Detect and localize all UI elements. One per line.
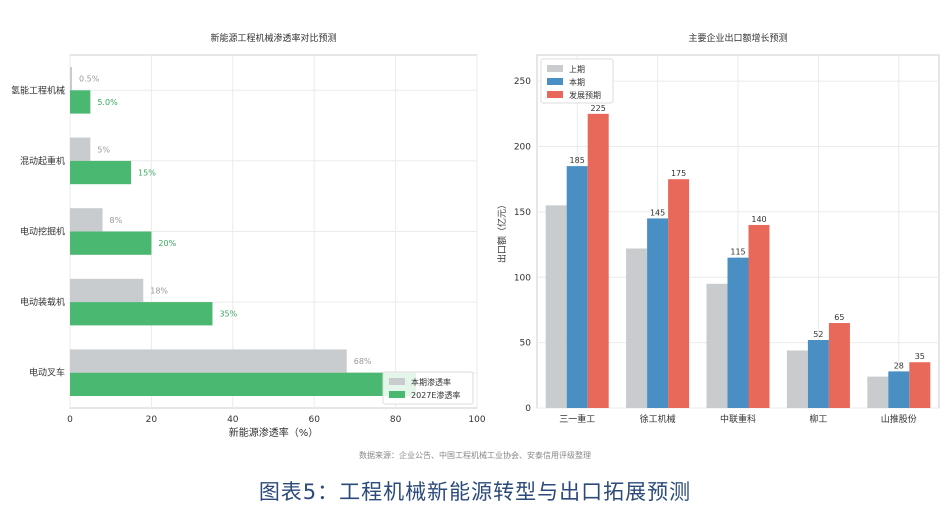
right-bar-data-label: 52 [813, 330, 823, 339]
left-bar-data-label: 68% [354, 357, 372, 366]
source-note: 数据来源：企业公告、中国工程机械工业协会、安泰信用评级整理 [359, 451, 591, 460]
left-x-tick-label: 100 [468, 415, 485, 425]
left-bar-forecast [70, 302, 213, 326]
left-category-label: 氢能工程机械 [11, 84, 65, 96]
right-bar-forecast [748, 224, 770, 408]
left-x-tick-label: 60 [308, 415, 320, 425]
left-x-axis-label: 新能源渗透率（%） [229, 426, 319, 439]
right-bar-forecast [587, 113, 609, 408]
left-legend-swatch [389, 391, 405, 398]
right-y-axis-label: 出口额（亿元） [496, 200, 508, 263]
right-bar-data-label: 140 [751, 215, 766, 224]
right-bar-data-label: 28 [894, 361, 904, 370]
right-bar-current [647, 218, 669, 408]
left-bar-forecast [70, 231, 152, 255]
right-bar-data-label: 115 [730, 248, 745, 257]
right-bar-current [727, 257, 749, 408]
right-bar-previous [786, 350, 808, 408]
right-category-label: 三一重工 [559, 413, 595, 425]
left-bar-forecast [70, 160, 132, 185]
right-legend-swatch [547, 65, 563, 72]
right-category-label: 中联重科 [720, 413, 756, 425]
left-bar-current [70, 137, 91, 161]
left-x-tick-label: 20 [146, 415, 158, 425]
left-bar-forecast [70, 90, 91, 114]
right-legend-label: 本期 [569, 77, 585, 87]
right-bar-forecast [828, 323, 850, 408]
left-bar-data-label: 5.0% [97, 98, 118, 107]
left-bar-data-label: 35% [219, 310, 237, 319]
right-y-tick-label: 150 [514, 208, 531, 218]
figure-caption: 图表5：工程机械新能源转型与出口拓展预测 [258, 480, 692, 504]
right-legend-label: 上期 [569, 65, 585, 74]
right-legend-label: 发展预期 [569, 90, 601, 100]
right-category-label: 徐工机械 [640, 413, 676, 425]
right-bar-data-label: 185 [570, 156, 585, 165]
right-y-tick-label: 100 [514, 273, 531, 283]
left-category-label: 电动挖掘机 [20, 226, 65, 238]
left-bar-current [70, 278, 144, 303]
right-category-label: 柳工 [809, 413, 827, 425]
left-category-label: 混动起重机 [20, 155, 65, 167]
right-bar-data-label: 65 [834, 313, 844, 322]
left-bar-current [70, 67, 73, 91]
right-bar-current [888, 371, 910, 408]
left-x-tick-label: 80 [390, 415, 402, 425]
right-category-label: 山推股份 [881, 413, 917, 425]
right-y-tick-label: 50 [520, 339, 532, 349]
right-y-tick-label: 250 [514, 77, 531, 87]
right-legend-swatch [547, 78, 563, 85]
right-bar-previous [867, 376, 889, 408]
left-bar-data-label: 5% [97, 145, 110, 154]
right-y-tick-label: 200 [514, 143, 531, 153]
left-category-label: 电动装载机 [20, 296, 65, 308]
right-chart-title: 主要企业出口额增长预测 [688, 34, 788, 44]
right-bar-previous [626, 248, 648, 408]
left-legend-swatch [389, 378, 405, 385]
right-bar-forecast [668, 179, 690, 408]
right-bar-data-label: 175 [671, 169, 686, 178]
left-legend-box [382, 371, 474, 405]
right-y-tick-label: 0 [525, 404, 531, 414]
left-x-tick-label: 0 [67, 415, 73, 425]
right-bar-previous [545, 205, 567, 408]
left-bar-current [70, 349, 347, 373]
right-bar-data-label: 35 [915, 352, 925, 361]
left-x-tick-label: 40 [227, 415, 239, 425]
left-bar-data-label: 0.5% [79, 75, 100, 84]
right-bar-current [566, 166, 588, 408]
left-chart-title: 新能源工程机械渗透率对比预测 [210, 34, 337, 44]
right-bar-forecast [909, 362, 931, 408]
right-bar-previous [706, 283, 728, 408]
left-legend-label: 2027E渗透率 [411, 390, 460, 400]
left-bar-data-label: 8% [110, 216, 123, 225]
left-bar-data-label: 20% [158, 239, 176, 248]
left-category-label: 电动叉车 [29, 367, 65, 379]
right-bar-data-label: 225 [591, 104, 606, 113]
right-bar-current [807, 340, 829, 408]
left-bar-data-label: 15% [138, 169, 156, 178]
right-legend-swatch [547, 91, 563, 98]
left-bar-data-label: 18% [150, 286, 168, 295]
left-legend-label: 本期渗透率 [411, 377, 451, 387]
left-bar-current [70, 208, 103, 232]
left-bar-forecast [70, 372, 416, 396]
right-bar-data-label: 145 [650, 208, 665, 217]
